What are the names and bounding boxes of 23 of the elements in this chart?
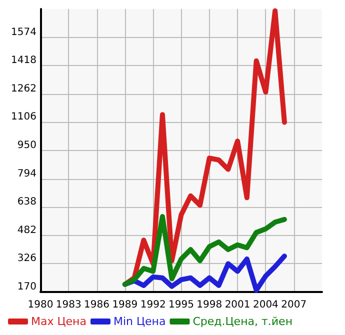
legend-label: Max Цена (31, 315, 86, 328)
y-tick-label: 1106 (10, 112, 36, 123)
y-tick-label: 326 (17, 253, 36, 264)
x-tick-label: 1980 (28, 300, 54, 310)
y-tick-label: 950 (17, 140, 36, 151)
x-tick-label: 1986 (84, 300, 110, 310)
y-tick-label: 170 (17, 282, 36, 292)
legend-label: Сред.Цена, т.йен (192, 315, 293, 328)
x-tick-label: 1992 (140, 300, 166, 310)
y-tick-label: 794 (17, 168, 36, 180)
y-tick-label: 482 (17, 224, 36, 236)
y-tick-label: 1574 (10, 26, 36, 38)
y-tick-label: 638 (17, 196, 36, 208)
x-tick-label: 1983 (56, 300, 82, 310)
x-tick-label: 1995 (168, 300, 194, 310)
x-tick-label: 1989 (112, 300, 138, 310)
x-tick-label: 1998 (196, 300, 222, 310)
y-tick-label: 1418 (10, 55, 36, 66)
x-tick-label: 2004 (252, 300, 278, 310)
y-tick-label: 1262 (10, 83, 36, 94)
x-tick-label: 2007 (281, 300, 307, 310)
x-tick-label: 2001 (224, 300, 250, 310)
legend-label: Min Цена (113, 315, 166, 328)
